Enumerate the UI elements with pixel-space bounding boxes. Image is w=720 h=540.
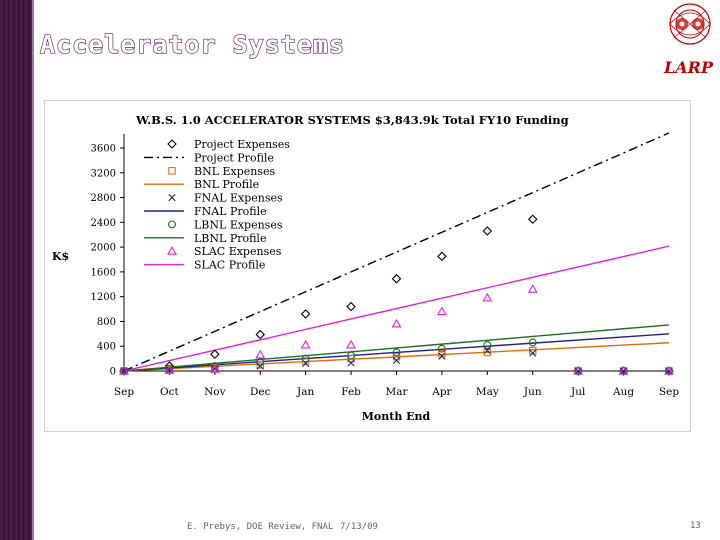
- data-point: [301, 354, 310, 363]
- legend-label: FNAL Profile: [194, 205, 267, 218]
- legend-label: BNL Expenses: [194, 165, 276, 178]
- y-tick-label: 0: [110, 367, 116, 378]
- data-point: [391, 318, 402, 328]
- data-point: [391, 273, 402, 284]
- x-tick-label: Oct: [160, 386, 179, 398]
- data-point: [392, 348, 401, 357]
- legend-marker-swatch: [168, 220, 176, 229]
- data-point: [347, 351, 356, 360]
- x-tick-label: Dec: [250, 386, 271, 398]
- footer-text: E. Prebys, DOE Review, FNAL: [187, 522, 334, 532]
- sidebar-decoration: [0, 0, 32, 540]
- y-tick-label: 2400: [91, 218, 116, 229]
- legend-marker-swatch: [168, 167, 176, 175]
- y-tick-label: 2000: [91, 243, 116, 254]
- data-point: [574, 367, 582, 375]
- larp-logo-icon: [669, 3, 711, 45]
- data-point: [300, 309, 311, 319]
- data-point: [210, 362, 219, 370]
- legend-marker-swatch: [167, 246, 177, 255]
- data-point: [483, 341, 492, 349]
- data-point: [256, 361, 265, 369]
- chart: W.B.S. 1.0 ACCELERATOR SYSTEMS $3,843.9k…: [52, 113, 679, 423]
- y-tick-label: 800: [97, 317, 116, 328]
- legend-label: LBNL Profile: [194, 232, 266, 245]
- data-point: [437, 251, 447, 262]
- series: [119, 132, 674, 376]
- x-tick-label: Apr: [431, 386, 452, 398]
- data-point: [346, 301, 356, 312]
- series-line-7: [123, 324, 670, 372]
- data-point: [209, 364, 220, 373]
- data-point: [255, 349, 266, 359]
- data-point: [347, 359, 355, 367]
- data-point: [573, 365, 584, 375]
- data-point: [164, 365, 175, 374]
- data-point: [436, 306, 447, 316]
- data-point: [618, 365, 629, 375]
- x-tick-label: Jun: [523, 386, 542, 398]
- legend-label: FNAL Expenses: [194, 192, 283, 205]
- data-point: [346, 339, 357, 349]
- series-line-1: [123, 132, 670, 372]
- legend-label: Project Expenses: [194, 138, 290, 151]
- data-point: [256, 358, 265, 367]
- y-tick-label: 3600: [91, 144, 116, 155]
- data-point: [392, 356, 401, 365]
- legend-label: SLAC Profile: [194, 259, 265, 272]
- chart-title: W.B.S. 1.0 ACCELERATOR SYSTEMS $3,843.9k…: [135, 113, 569, 127]
- data-point: [527, 214, 538, 225]
- data-point: [482, 292, 493, 302]
- x-tick-label: Nov: [204, 386, 226, 398]
- data-point: [165, 366, 174, 374]
- data-point: [664, 365, 674, 375]
- legend-label: BNL Profile: [194, 178, 259, 191]
- data-point: [528, 338, 537, 347]
- legend-label: LBNL Expenses: [194, 218, 283, 231]
- data-point: [211, 364, 219, 373]
- data-point: [165, 364, 174, 373]
- y-tick-label: 1600: [91, 267, 116, 278]
- sidebar-divider: [32, 0, 34, 540]
- y-axis-label: K$: [52, 250, 69, 263]
- x-tick-label: Jan: [296, 386, 314, 398]
- y-tick-label: 1200: [91, 292, 116, 303]
- data-point: [255, 329, 266, 340]
- data-point: [300, 339, 311, 349]
- legend-label: SLAC Expenses: [194, 245, 282, 258]
- y-tick-label: 3200: [91, 168, 116, 179]
- x-tick-label: Sep: [114, 386, 134, 398]
- x-tick-label: Feb: [341, 386, 361, 398]
- data-point: [437, 344, 446, 353]
- legend-marker-swatch: [168, 194, 176, 202]
- legend-label: Project Profile: [194, 151, 274, 164]
- x-tick-label: Jul: [570, 386, 586, 398]
- data-point: [347, 354, 355, 363]
- data-point: [529, 349, 537, 357]
- data-point: [120, 367, 128, 375]
- x-tick-label: Aug: [612, 386, 634, 398]
- data-point: [119, 365, 129, 375]
- data-point: [438, 352, 446, 360]
- data-point: [483, 346, 491, 355]
- x-axis-label: Month End: [362, 410, 431, 423]
- page-number: 13: [690, 521, 701, 531]
- x-tick-label: May: [476, 386, 499, 398]
- data-point: [483, 348, 492, 357]
- data-point: [527, 284, 538, 293]
- x-tick-label: Mar: [385, 386, 408, 398]
- y-tick-label: 400: [97, 342, 116, 353]
- data-point: [210, 349, 220, 360]
- x-tick-label: Sep: [659, 386, 679, 398]
- slide-title: Accelerator Systems: [39, 29, 345, 59]
- series-line-3: [123, 342, 670, 372]
- legend-marker-swatch: [167, 139, 177, 149]
- footer-date: 7/13/09: [340, 522, 378, 532]
- data-point: [619, 367, 628, 375]
- y-tick-label: 2800: [91, 193, 116, 204]
- logo-text: LARP: [664, 58, 713, 77]
- data-point: [482, 226, 493, 236]
- data-point: [665, 367, 673, 375]
